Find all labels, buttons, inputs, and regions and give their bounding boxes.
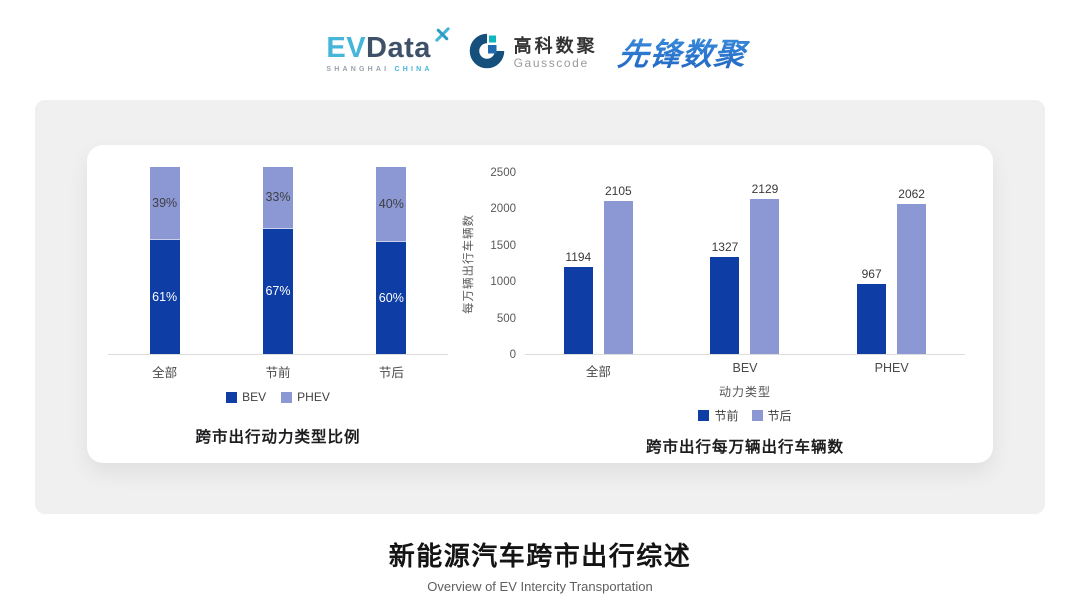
bar <box>710 257 740 354</box>
bar-value-label: 967 <box>861 266 882 281</box>
stacked-bar-节后: 40% 60% <box>376 167 407 354</box>
trips-per-10k-chart: 每万辆出行车辆数 0 500 1000 1500 2000 2500 1194 2105 132… <box>463 167 965 463</box>
bar-PHEV-节后: 2062 <box>897 186 927 354</box>
gausscode-en-text: Gausscode <box>513 56 589 71</box>
grouped-chart-title: 跨市出行每万辆出行车辆数 <box>645 439 844 456</box>
page-footer: 新能源汽车跨市出行综述 Overview of EV Intercity Tra… <box>0 536 1080 594</box>
grouped-category-label: PHEV <box>874 361 909 375</box>
segment-PHEV: 33% <box>262 167 293 229</box>
stacked-category-label: 节后 <box>378 366 404 380</box>
evdata-china-text: CHINA <box>394 65 433 73</box>
segment-BEV: 60% <box>376 241 407 354</box>
gausscode-logo: 高科数聚 Gausscode <box>469 26 598 74</box>
stacked-bar-全部: 39% 61% <box>149 167 180 354</box>
page-title: 新能源汽车跨市出行综述 <box>388 541 692 571</box>
y-tick-1500: 1500 <box>490 239 516 252</box>
bar-value-label: 1194 <box>565 250 592 265</box>
evdata-logo: EVData SHANGHAI CHINA <box>326 26 450 73</box>
stacked-chart-title: 跨市出行动力类型比例 <box>195 429 361 446</box>
bar-value-label: 2129 <box>751 182 779 197</box>
evdata-subtitle: SHANGHAI CHINA <box>326 66 432 73</box>
logo-header: EVData SHANGHAI CHINA 高科数聚 Gausscode 先锋数… <box>0 0 1080 80</box>
bar-value-label: 1327 <box>711 240 739 255</box>
grouped-legend: 节前 节后 <box>525 407 965 424</box>
grouped-plot: 每万辆出行车辆数 0 500 1000 1500 2000 2500 1194 2105 132… <box>463 167 965 361</box>
gausscode-mark-icon <box>469 26 513 74</box>
charts-panel: 39% 61% 33% 67% 40% 60% 全部 节前 节后 BEV PHEV 跨市出行动力… <box>35 100 1045 514</box>
charts-card: 39% 61% 33% 67% 40% 60% 全部 节前 节后 BEV PHEV 跨市出行动力… <box>87 145 993 463</box>
evdata-data-text: Data <box>366 31 431 64</box>
bar <box>563 267 593 354</box>
bar-value-label: 2105 <box>604 183 632 198</box>
evdata-sparkle-icon <box>434 26 451 48</box>
xianfeng-logo: 先锋数聚 <box>615 29 756 78</box>
legend-swatch <box>698 410 710 421</box>
grouped-category-label: 全部 <box>585 365 611 379</box>
bar <box>857 283 887 354</box>
bar-value-label: 2062 <box>898 186 925 201</box>
y-tick-0: 0 <box>509 349 516 361</box>
legend-swatch <box>751 410 763 421</box>
gausscode-cn-text: 高科数聚 <box>513 35 598 56</box>
stacked-category-label: 节前 <box>265 366 291 380</box>
legend-swatch <box>281 391 293 403</box>
segment-BEV: 67% <box>262 228 293 354</box>
y-axis-label: 每万辆出行车辆数 <box>463 214 475 314</box>
bar-BEV-节前: 1327 <box>710 240 740 354</box>
bar-PHEV-节前: 967 <box>857 266 887 354</box>
segment-PHEV: 40% <box>376 167 407 242</box>
legend-label: BEV <box>242 390 267 404</box>
bar <box>603 200 633 354</box>
stacked-legend: BEV PHEV <box>108 390 448 404</box>
stacked-plot: 39% 61% 33% 67% 40% 60% <box>108 167 448 355</box>
segment-PHEV: 39% <box>149 167 180 240</box>
legend-item-节后: 节后 <box>751 407 792 424</box>
legend-swatch <box>226 391 238 403</box>
stacked-bar-节前: 33% 67% <box>262 167 293 354</box>
y-tick-2500: 2500 <box>490 167 516 179</box>
evdata-shanghai-text: SHANGHAI <box>326 65 390 73</box>
segment-BEV: 61% <box>149 239 180 354</box>
bar <box>750 199 780 354</box>
y-tick-1000: 1000 <box>490 276 516 289</box>
grouped-cats: 全部 BEV PHEV <box>525 361 965 380</box>
power-type-ratio-chart: 39% 61% 33% 67% 40% 60% 全部 节前 节后 BEV PHEV 跨市出行动力… <box>108 167 448 463</box>
y-tick-500: 500 <box>496 312 516 325</box>
page-subtitle: Overview of EV Intercity Transportation <box>427 579 653 594</box>
grouped-category-label: BEV <box>732 361 758 375</box>
legend-item-节前: 节前 <box>698 407 739 424</box>
y-tick-2000: 2000 <box>490 203 516 216</box>
bar <box>897 203 927 354</box>
stacked-category-label: 全部 <box>152 366 178 380</box>
bar-BEV-节后: 2129 <box>750 182 780 354</box>
legend-label: 节后 <box>767 409 792 423</box>
bar-全部-节后: 2105 <box>603 183 633 354</box>
x-axis-label: 动力类型 <box>718 385 771 399</box>
bar-group-PHEV: 967 2062 <box>857 186 927 354</box>
gausscode-text: 高科数聚 Gausscode <box>514 36 598 71</box>
legend-item-PHEV: PHEV <box>281 390 330 404</box>
legend-item-BEV: BEV <box>226 390 266 404</box>
evdata-ev-text: EV <box>326 31 367 64</box>
bar-全部-节前: 1194 <box>563 250 593 354</box>
stacked-cats: 全部 节前 节后 <box>108 362 448 381</box>
legend-label: 节前 <box>714 409 739 423</box>
bar-group-全部: 1194 2105 <box>563 183 633 354</box>
legend-label: PHEV <box>297 390 330 404</box>
evdata-wordmark: EVData <box>326 31 432 64</box>
bar-group-BEV: 1327 2129 <box>710 182 780 354</box>
